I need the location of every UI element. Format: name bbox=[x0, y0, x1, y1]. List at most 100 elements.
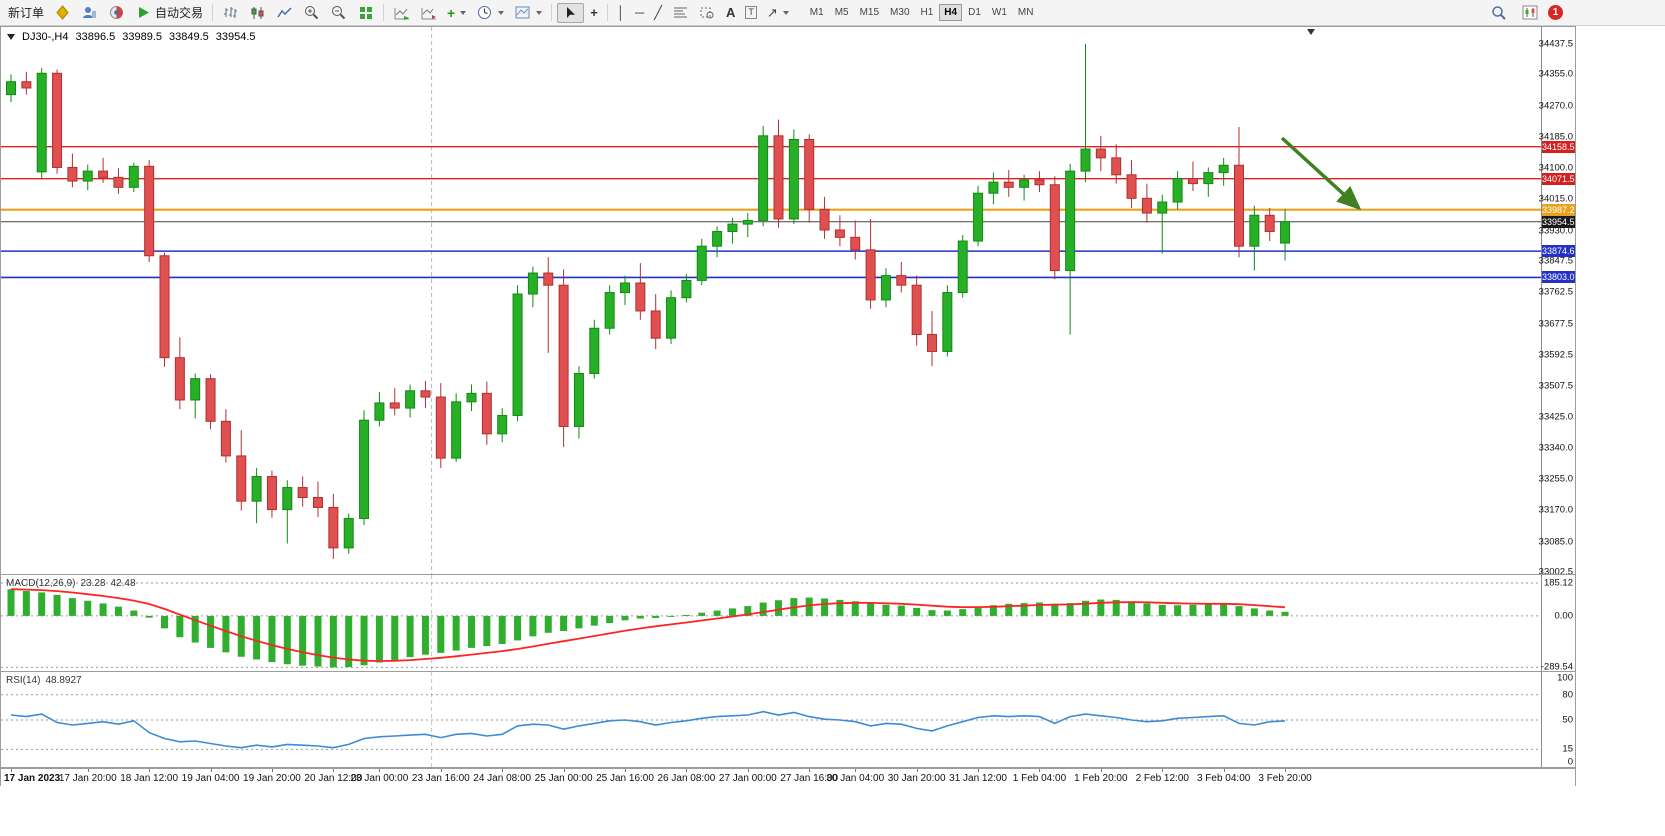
price-tick: 34100.0 bbox=[1538, 162, 1573, 174]
new-chart-button[interactable] bbox=[1517, 3, 1542, 23]
timeframe-button-d1[interactable]: D1 bbox=[968, 7, 981, 18]
time-tick bbox=[855, 769, 857, 772]
top-toolbar: 新订单 自动交易 bbox=[0, 0, 1665, 26]
vertical-line-icon: │ bbox=[616, 5, 625, 20]
rsi-scale[interactable]: 100 80 50 15 0 bbox=[1541, 672, 1575, 767]
pane-separator[interactable] bbox=[1, 767, 1575, 768]
arrows-button[interactable]: ↗ bbox=[763, 3, 793, 23]
crosshair-button[interactable]: + bbox=[586, 3, 602, 23]
macd-chart[interactable] bbox=[1, 575, 1541, 671]
time-tick bbox=[1100, 769, 1102, 772]
time-label: 3 Feb 04:00 bbox=[1196, 773, 1251, 784]
one-click-trading-toggle[interactable] bbox=[7, 34, 15, 40]
vertical-line-button[interactable]: │ bbox=[613, 3, 629, 23]
macd-scale[interactable]: 185.12 0.00 -289.54 bbox=[1541, 575, 1575, 672]
crosshair-icon: + bbox=[590, 5, 598, 20]
horizontal-line-button[interactable]: ─ bbox=[631, 3, 648, 23]
price-tick: 33930.0 bbox=[1538, 224, 1573, 236]
timeframe-button-m1[interactable]: M1 bbox=[809, 7, 824, 18]
tile-windows-icon bbox=[357, 4, 374, 21]
zoom-in-icon bbox=[303, 4, 320, 21]
candlestick-chart-button[interactable] bbox=[245, 3, 270, 23]
auto-scroll-icon bbox=[393, 4, 410, 21]
timeframe-button-m5[interactable]: M5 bbox=[834, 7, 849, 18]
time-label: 25 Jan 16:00 bbox=[596, 773, 654, 784]
label-button[interactable]: T bbox=[741, 3, 761, 23]
new-order-label: 新订单 bbox=[8, 6, 45, 20]
time-tick bbox=[210, 769, 212, 772]
bar-chart-button[interactable] bbox=[218, 3, 243, 23]
time-tick bbox=[625, 769, 626, 772]
periods-button[interactable] bbox=[472, 3, 508, 23]
time-tick bbox=[379, 769, 381, 772]
time-label: 2 Feb 12:00 bbox=[1135, 773, 1189, 784]
time-axis[interactable]: 17 Jan 2023 17 Jan 20:00 18 Jan 12:00 19 Ja… bbox=[1, 768, 1575, 786]
timeframe-button-m30[interactable]: M30 bbox=[890, 7, 910, 18]
search-button[interactable] bbox=[1486, 3, 1511, 23]
price-tick: 33677.5 bbox=[1538, 317, 1573, 329]
price-tick: 34270.0 bbox=[1538, 99, 1573, 111]
rsi-tick: 0 bbox=[1567, 756, 1573, 768]
rsi-tick: 50 bbox=[1562, 714, 1573, 726]
timeframe-toolbar: M1 M5 M15 M30 H1 H4 D1 W1 MN bbox=[805, 4, 1039, 21]
cursor-button[interactable] bbox=[557, 2, 585, 23]
line-chart-button[interactable] bbox=[272, 3, 297, 23]
price-chart[interactable] bbox=[1, 27, 1541, 574]
main-price-pane bbox=[1, 27, 1541, 574]
chart-window: DJ30-,H4 33896.5 33989.5 33849.5 33954.5… bbox=[0, 26, 1576, 786]
chart-shift-button[interactable] bbox=[416, 3, 441, 23]
timeframe-button-h1[interactable]: H1 bbox=[920, 7, 934, 18]
time-tick bbox=[978, 769, 980, 772]
shapes-button[interactable] bbox=[695, 3, 720, 23]
autotrading-button[interactable]: 自动交易 bbox=[131, 3, 207, 23]
candles[interactable] bbox=[6, 43, 1291, 559]
new-order-button[interactable]: 新订单 bbox=[4, 3, 48, 23]
fibonacci-button[interactable] bbox=[668, 3, 693, 23]
toolbar-separator bbox=[212, 4, 214, 21]
trendline-button[interactable]: ╱ bbox=[650, 3, 666, 23]
chevron-down-icon bbox=[498, 10, 505, 15]
community-icon bbox=[108, 4, 125, 21]
time-tick bbox=[563, 769, 565, 772]
timeframe-button-w1[interactable]: W1 bbox=[991, 7, 1007, 18]
arrow-tool-icon: ↗ bbox=[766, 5, 778, 20]
market-watch-button[interactable] bbox=[77, 3, 102, 23]
timeframe-button-mn[interactable]: MN bbox=[1017, 7, 1034, 18]
templates-button[interactable] bbox=[510, 3, 546, 23]
community-button[interactable] bbox=[104, 3, 129, 23]
notifications-badge[interactable]: 1 bbox=[1548, 5, 1563, 20]
indicators-button[interactable]: + bbox=[443, 3, 470, 23]
macd-signal-line bbox=[10, 588, 1286, 662]
price-tick: 33847.5 bbox=[1538, 255, 1573, 267]
zoom-out-button[interactable] bbox=[326, 3, 351, 23]
tile-windows-button[interactable] bbox=[353, 3, 378, 23]
shapes-icon bbox=[699, 4, 716, 21]
toolbar-right-group: 1 bbox=[1486, 3, 1563, 23]
price-badge-33874.6: 33874.6 bbox=[1542, 245, 1575, 258]
text-button[interactable]: A bbox=[722, 3, 739, 23]
timeframe-button-m15[interactable]: M15 bbox=[859, 7, 880, 18]
price-tick: 34437.5 bbox=[1538, 38, 1573, 50]
rsi-chart[interactable] bbox=[1, 672, 1541, 767]
time-tick bbox=[149, 769, 151, 772]
trend-arrow-object[interactable] bbox=[1280, 136, 1362, 211]
metaeditor-icon bbox=[54, 4, 71, 21]
toolbar-separator bbox=[606, 4, 608, 21]
time-tick bbox=[333, 769, 335, 772]
add-indicator-icon: + bbox=[447, 4, 456, 21]
autotrading-play-icon bbox=[135, 4, 152, 21]
text-tool-icon: A bbox=[725, 5, 736, 20]
macd-name: MACD(12,26,9) bbox=[6, 578, 76, 589]
pane-separator[interactable] bbox=[1, 671, 1575, 672]
trendline-icon: ╱ bbox=[654, 5, 662, 20]
time-tick bbox=[87, 769, 89, 772]
rsi-value: 48.8927 bbox=[45, 675, 82, 686]
zoom-in-button[interactable] bbox=[299, 3, 324, 23]
chart-shift-marker-icon[interactable] bbox=[1307, 29, 1315, 35]
auto-scroll-button[interactable] bbox=[389, 3, 414, 23]
pane-separator[interactable] bbox=[1, 574, 1575, 575]
time-label: 25 Jan 00:00 bbox=[534, 773, 593, 784]
price-scale[interactable]: 34437.5 34355.0 34270.0 34185.0 34100.0 34015… bbox=[1538, 27, 1575, 576]
metaeditor-button[interactable] bbox=[50, 3, 75, 23]
timeframe-button-h4[interactable]: H4 bbox=[939, 4, 963, 21]
